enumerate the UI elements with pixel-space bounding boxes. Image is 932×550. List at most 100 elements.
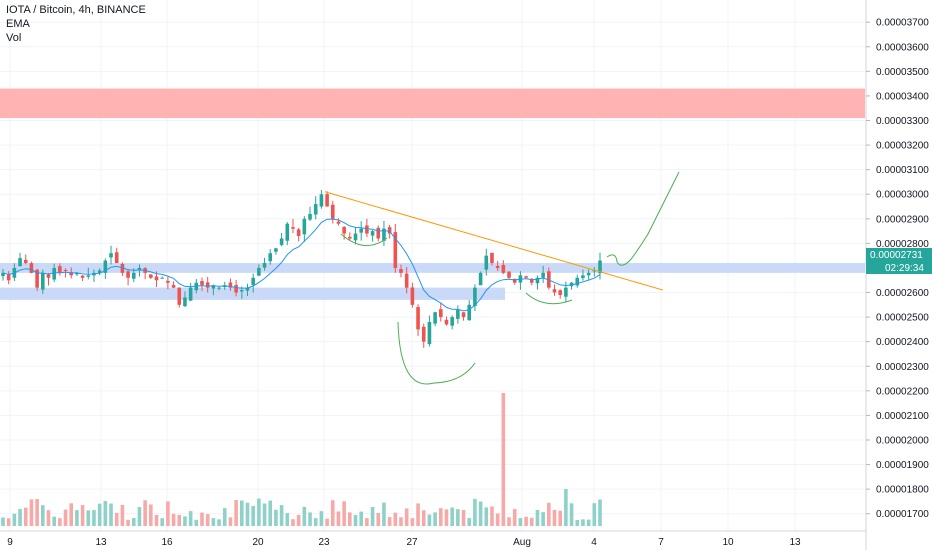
volume-bar: [473, 498, 477, 526]
price-axis[interactable]: 0.00003700 0.00003600 0.00003500 0.00003400…: [866, 18, 929, 521]
volume-bar: [41, 505, 45, 526]
volume-bar: [114, 512, 119, 526]
volume-bar: [58, 518, 62, 526]
volume-bar: [194, 519, 199, 526]
candle-body: [313, 204, 318, 215]
candle-body: [166, 280, 170, 283]
shoulder-curve-right[interactable]: [525, 292, 573, 305]
candles: [1, 189, 602, 348]
volume-bar: [490, 506, 494, 526]
volume-bar: [137, 507, 142, 526]
candle-body: [348, 236, 352, 239]
candle-body: [416, 307, 420, 330]
volume-bar: [404, 508, 409, 526]
candle-body: [245, 287, 250, 291]
volume-bar: [399, 517, 403, 526]
volume-bar: [427, 514, 432, 526]
candle-body: [461, 312, 466, 318]
volume-bar: [512, 509, 517, 526]
time-axis[interactable]: 9 13 16 20 23 27 Aug 4 7 10 13: [7, 537, 801, 548]
price-tick-label: 0.00002000: [876, 435, 929, 446]
candle-body: [399, 269, 403, 273]
candle-body: [211, 285, 216, 289]
candle-body: [114, 252, 119, 264]
candle-body: [251, 277, 255, 285]
volume-bar: [131, 518, 136, 526]
volume-bar: [1, 517, 5, 526]
volume-bar: [467, 518, 472, 526]
volume-bar: [6, 518, 11, 526]
ema-indicator-label[interactable]: EMA: [6, 18, 30, 30]
price-tick-label: 0.00003000: [876, 190, 929, 201]
volume-bar: [69, 503, 74, 526]
price-tick-label: 0.00003100: [876, 165, 929, 176]
head-curve[interactable]: [397, 321, 476, 385]
candle-body: [484, 255, 489, 270]
volume-bar: [365, 518, 369, 526]
volume-bar: [325, 518, 329, 526]
shoulder-curve-left[interactable]: [340, 233, 388, 246]
candle-body: [217, 287, 221, 289]
resistance-zone[interactable]: [0, 88, 865, 119]
projection-path[interactable]: [606, 171, 680, 266]
candle-body: [29, 263, 34, 273]
price-tick-label: 0.00001900: [876, 460, 929, 471]
volume-bar: [188, 511, 193, 526]
price-tick-label: 0.00001700: [876, 509, 929, 520]
candle-body: [495, 265, 500, 268]
candle-body: [473, 287, 477, 307]
volume-bar: [149, 504, 153, 526]
candle-body: [103, 260, 108, 273]
volume-bar: [97, 503, 102, 526]
candle-body: [6, 274, 11, 281]
volume-bar: [120, 504, 125, 526]
time-tick-label: 7: [658, 537, 664, 548]
price-tick-label: 0.00002900: [876, 214, 929, 225]
volume-bar: [393, 512, 398, 526]
candle-body: [552, 289, 557, 293]
support-zone-upper[interactable]: [0, 263, 865, 273]
symbol-label[interactable]: IOTA / Bitcoin, 4h, BINANCE: [6, 4, 146, 16]
candle-body: [450, 317, 454, 326]
volume-bar: [18, 509, 22, 526]
volume-bar: [518, 518, 523, 526]
price-tick-label: 0.00002600: [876, 288, 929, 299]
candle-body: [421, 326, 426, 342]
volume-bar: [575, 519, 580, 526]
candle-body: [564, 287, 568, 297]
candle-body: [46, 274, 51, 278]
candle-body: [228, 282, 233, 288]
volume-bar: [296, 514, 301, 526]
trendline[interactable]: [324, 191, 664, 291]
volume-bar: [29, 499, 34, 526]
volume-bar: [75, 510, 79, 526]
candle-body: [58, 266, 62, 273]
candle-body: [149, 274, 153, 278]
volume-bar: [564, 489, 568, 526]
volume-indicator-label[interactable]: Vol: [6, 32, 22, 44]
candle-body: [154, 276, 159, 281]
volume-bar: [279, 505, 284, 526]
volume-bar: [154, 514, 159, 526]
volume-bar: [558, 510, 562, 526]
volume-bar: [450, 507, 454, 526]
candle-body: [598, 260, 602, 274]
volume-bar: [501, 393, 506, 526]
volume-bar: [376, 512, 381, 526]
candle-body: [75, 272, 79, 275]
candle-body: [183, 297, 187, 307]
volume-bar: [581, 519, 585, 526]
support-zone-lower[interactable]: [0, 287, 505, 300]
volume-bar: [285, 513, 290, 526]
volume-bar: [103, 501, 108, 526]
candle-body: [63, 270, 68, 272]
volume-bar: [211, 518, 216, 526]
candle-body: [575, 277, 580, 286]
volume-bar: [257, 498, 261, 526]
candle-body: [205, 282, 210, 288]
candle-body: [109, 253, 113, 258]
time-tick-label: 9: [7, 537, 13, 548]
candle-body: [126, 271, 130, 278]
volume-bar: [302, 506, 307, 526]
